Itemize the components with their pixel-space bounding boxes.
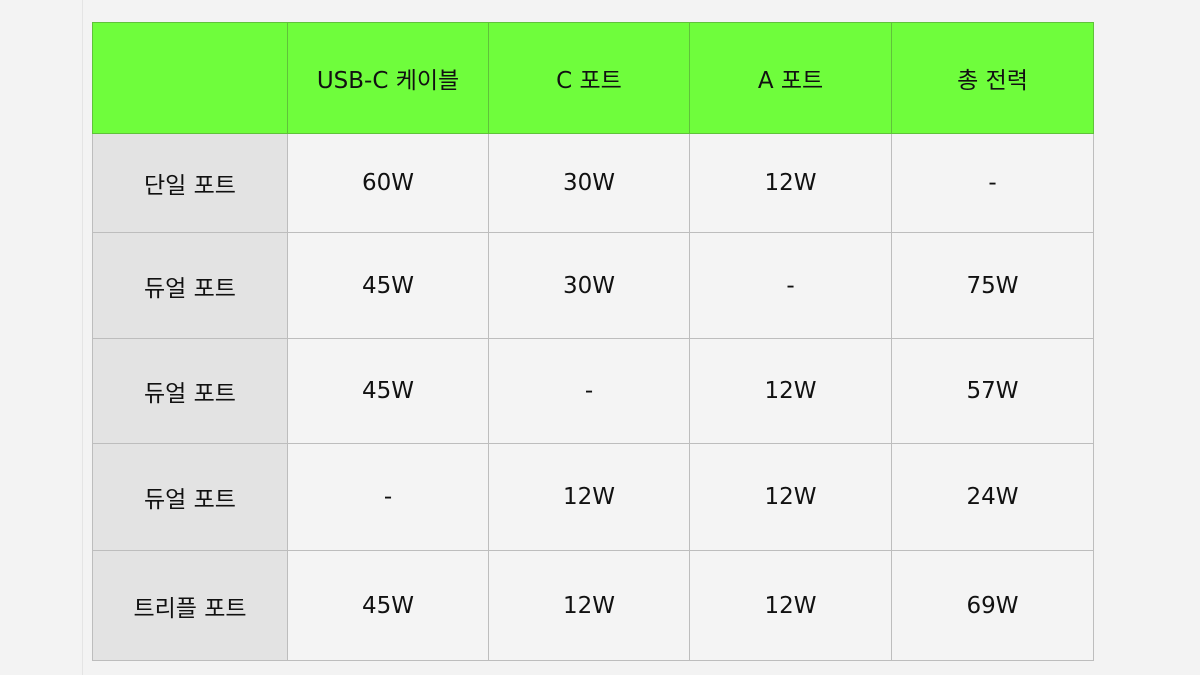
table-cell: 24W	[891, 443, 1094, 551]
table-cell: 12W	[689, 133, 892, 233]
table-cell: 12W	[488, 443, 690, 551]
table-cell: 30W	[488, 232, 690, 339]
table-cell: -	[689, 232, 892, 339]
table-cell: 12W	[689, 338, 892, 444]
header-cell-c-port: C 포트	[488, 22, 690, 134]
header-cell-usbc-cable: USB-C 케이블	[287, 22, 489, 134]
power-table: USB-C 케이블 C 포트 A 포트 총 전력 단일 포트 60W 30W 12W -…	[92, 22, 1094, 661]
panel-edge	[82, 0, 83, 675]
table-cell: 12W	[488, 550, 690, 661]
header-row: USB-C 케이블 C 포트 A 포트 총 전력	[92, 22, 1094, 134]
table-row: 듀얼 포트 45W 30W -75W	[92, 232, 1094, 339]
table-cell: -	[891, 133, 1094, 233]
table-cell: 45W	[287, 338, 489, 444]
table-cell: 12W	[689, 550, 892, 661]
row-label: 듀얼 포트	[92, 338, 288, 444]
table-cell: 75W	[891, 232, 1094, 339]
table-cell: 12W	[689, 443, 892, 551]
row-label: 단일 포트	[92, 133, 288, 233]
table-cell: 45W	[287, 232, 489, 339]
row-label: 듀얼 포트	[92, 443, 288, 551]
table-cell: -	[488, 338, 690, 444]
row-label: 트리플 포트	[92, 550, 288, 661]
header-cell-total-power: 총 전력	[891, 22, 1094, 134]
row-label: 듀얼 포트	[92, 232, 288, 339]
table-cell: 30W	[488, 133, 690, 233]
table-row: 단일 포트 60W 30W 12W -	[92, 133, 1094, 233]
table-row: 듀얼 포트 45W -12W 57W	[92, 338, 1094, 444]
header-cell-a-port: A 포트	[689, 22, 892, 134]
table-cell: 69W	[891, 550, 1094, 661]
table-cell: 45W	[287, 550, 489, 661]
table-cell: -	[287, 443, 489, 551]
table-row: 트리플 포트 45W 12W 12W 69W	[92, 550, 1094, 661]
table-row: 듀얼 포트 -12W 12W 24W	[92, 443, 1094, 551]
header-cell-corner	[92, 22, 288, 134]
table-cell: 57W	[891, 338, 1094, 444]
table-cell: 60W	[287, 133, 489, 233]
